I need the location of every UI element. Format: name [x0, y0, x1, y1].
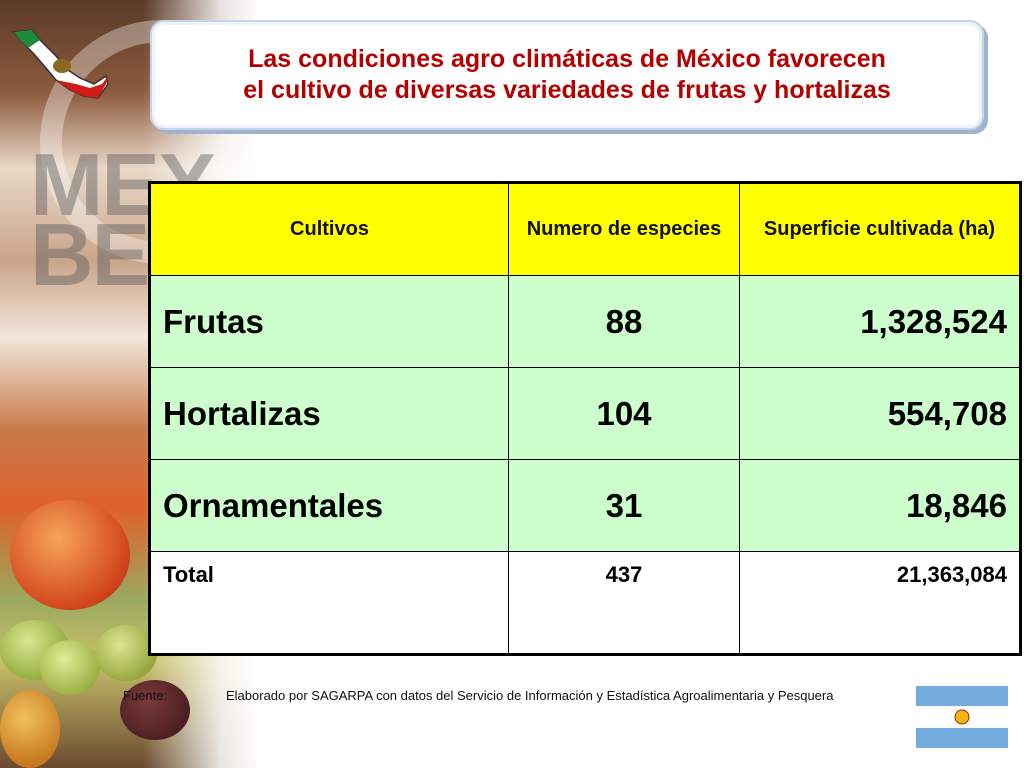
- cell-area: 18,846: [739, 459, 1021, 552]
- title-line-2: el cultivo de diversas variedades de fru…: [243, 76, 891, 104]
- cell-crop: Ornamentales: [149, 459, 509, 552]
- table-header-row: Cultivos Numero de especies Superficie c…: [149, 182, 1021, 276]
- header-cultivos: Cultivos: [149, 182, 509, 276]
- title-box: Las condiciones agro climáticas de Méxic…: [150, 20, 984, 130]
- fruit-image: [120, 680, 190, 740]
- fruit-image: [10, 500, 130, 610]
- header-superficie: Superficie cultivada (ha): [739, 182, 1021, 276]
- cell-total-species: 437: [508, 551, 740, 655]
- table-row: Hortalizas 104 554,708: [149, 367, 1021, 460]
- table-total-row: Total 437 21,363,084: [149, 551, 1021, 655]
- table-row: Frutas 88 1,328,524: [149, 275, 1021, 368]
- title-line-1: Las condiciones agro climáticas de Méxic…: [248, 45, 886, 73]
- cell-total-area: 21,363,084: [739, 551, 1021, 655]
- fruit-image: [40, 640, 100, 695]
- fruit-image: [0, 690, 60, 768]
- crops-table: Cultivos Numero de especies Superficie c…: [148, 181, 1022, 656]
- cell-area: 554,708: [739, 367, 1021, 460]
- argentina-flag-icon: [916, 686, 1008, 748]
- cell-species: 104: [508, 367, 740, 460]
- fruit-image: [95, 625, 157, 681]
- source-label: Fuente:: [123, 688, 168, 703]
- cell-species: 31: [508, 459, 740, 552]
- header-numero-especies: Numero de especies: [508, 182, 740, 276]
- cell-species: 88: [508, 275, 740, 368]
- cell-total-label: Total: [149, 551, 509, 655]
- source-text: Elaborado por SAGARPA con datos del Serv…: [226, 688, 834, 703]
- mexico-map-icon: [12, 29, 109, 99]
- cell-crop: Frutas: [149, 275, 509, 368]
- table-row: Ornamentales 31 18,846: [149, 459, 1021, 552]
- cell-crop: Hortalizas: [149, 367, 509, 460]
- cell-area: 1,328,524: [739, 275, 1021, 368]
